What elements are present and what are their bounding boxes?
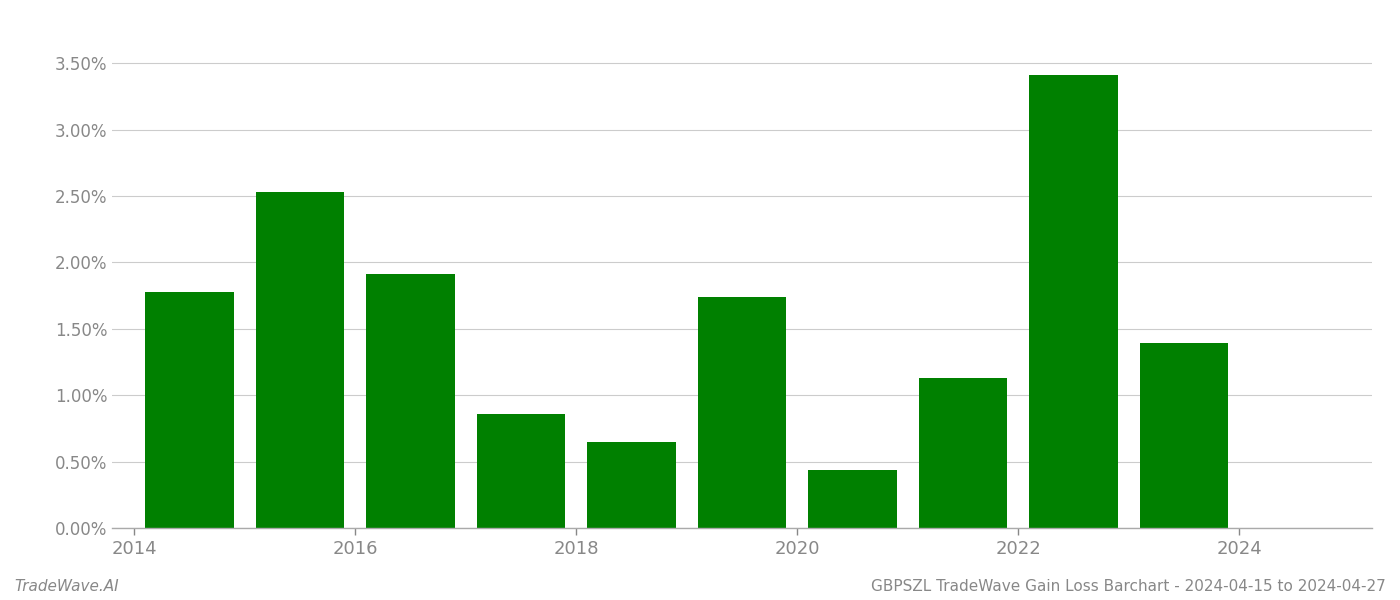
Bar [256,192,344,528]
Bar [146,292,234,528]
Bar [808,470,897,528]
Text: TradeWave.AI: TradeWave.AI [14,579,119,594]
Bar [1140,343,1228,528]
Bar [918,378,1007,528]
Text: GBPSZL TradeWave Gain Loss Barchart - 2024-04-15 to 2024-04-27: GBPSZL TradeWave Gain Loss Barchart - 20… [871,579,1386,594]
Bar [587,442,676,528]
Bar [367,274,455,528]
Bar [697,297,787,528]
Bar [477,414,566,528]
Bar [1029,75,1117,528]
